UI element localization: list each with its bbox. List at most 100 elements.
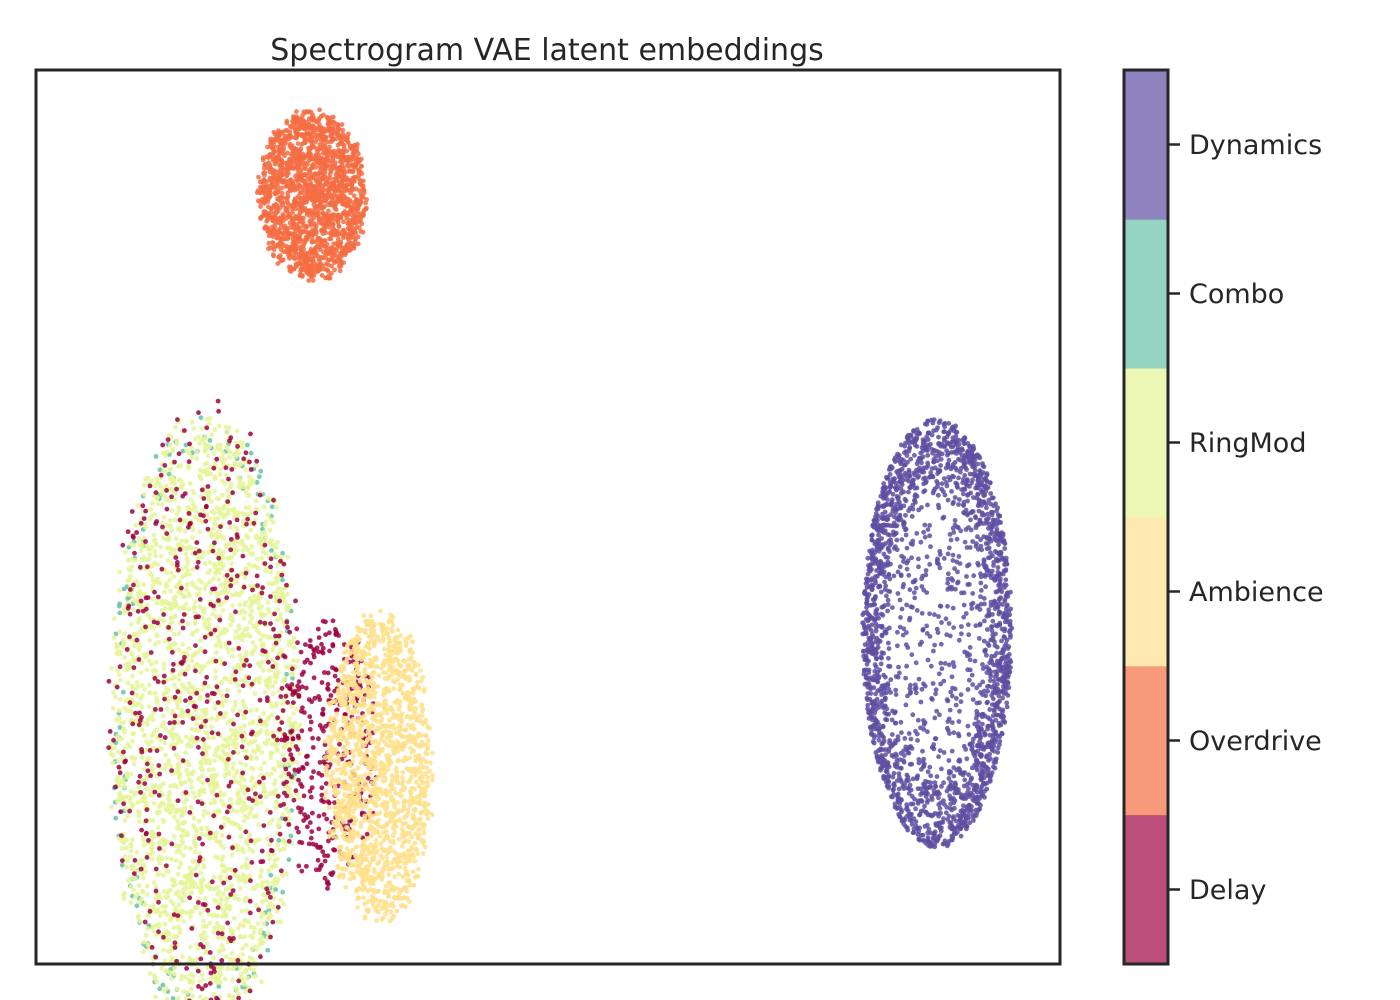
scatter-point	[253, 498, 259, 504]
scatter-point	[184, 879, 190, 885]
scatter-point	[185, 621, 191, 627]
scatter-point	[264, 728, 270, 734]
scatter-point	[201, 496, 207, 501]
scatter-point	[161, 514, 167, 520]
scatter-point	[188, 986, 194, 992]
scatter-point	[316, 649, 321, 655]
scatter-point	[183, 650, 189, 656]
scatter-point	[201, 918, 206, 924]
scatter-point	[174, 849, 180, 855]
scatter-point	[137, 616, 143, 621]
scatter-point	[189, 658, 195, 664]
scatter-point	[257, 697, 263, 703]
scatter-point	[149, 856, 155, 862]
scatter-point	[286, 771, 292, 777]
scatter-point	[197, 441, 202, 447]
scatter-point	[214, 792, 220, 798]
scatter-point	[322, 853, 327, 858]
scatter-point	[192, 849, 198, 854]
scatter-point	[205, 484, 211, 489]
scatter-point	[336, 753, 341, 759]
scatter-point	[162, 605, 168, 611]
scatter-point	[226, 804, 232, 810]
scatter-point	[351, 675, 357, 681]
scatter-point	[138, 696, 144, 701]
scatter-point	[219, 798, 224, 804]
scatter-point	[194, 828, 199, 834]
scatter-point	[284, 603, 290, 609]
scatter-point	[217, 613, 223, 619]
scatter-point	[125, 596, 131, 601]
scatter-point	[341, 673, 347, 679]
scatter-point	[176, 451, 182, 457]
scatter-point	[341, 736, 347, 742]
scatter-point	[220, 608, 226, 613]
scatter-point	[268, 934, 273, 940]
scatter-point	[242, 703, 247, 708]
scatter-point	[172, 945, 178, 950]
scatter-point	[409, 834, 415, 840]
scatter-point	[135, 800, 141, 805]
scatter-point	[178, 780, 184, 785]
scatter-point	[167, 798, 172, 803]
scatter-point	[219, 600, 225, 606]
scatter-point	[200, 426, 205, 431]
scatter-point	[375, 829, 380, 835]
scatter-point	[225, 756, 231, 762]
scatter-point	[373, 842, 379, 848]
scatter-point	[362, 797, 368, 803]
scatter-point	[164, 855, 170, 861]
scatter-point	[250, 477, 256, 483]
scatter-point	[271, 781, 277, 787]
scatter-point	[358, 760, 364, 766]
scatter-point	[248, 612, 253, 618]
scatter-point	[342, 836, 348, 842]
scatter-point	[408, 647, 413, 653]
scatter-point	[254, 707, 260, 713]
scatter-point	[325, 853, 331, 859]
scatter-point	[189, 419, 195, 425]
scatter-point	[241, 715, 247, 721]
scatter-point	[350, 862, 356, 868]
scatter-point	[245, 975, 251, 981]
scatter-point	[290, 675, 295, 681]
scatter-point	[281, 837, 286, 843]
scatter-point	[391, 797, 396, 803]
scatter-point	[151, 800, 157, 806]
scatter-point	[380, 632, 386, 637]
scatter-point	[303, 685, 309, 691]
scatter-point	[121, 720, 127, 725]
scatter-point	[219, 943, 225, 948]
scatter-point	[318, 844, 323, 850]
scatter-point	[235, 547, 240, 553]
scatter-point	[223, 580, 229, 586]
scatter-point	[183, 974, 188, 980]
scatter-point	[351, 729, 357, 735]
scatter-point	[176, 755, 181, 760]
scatter-point	[161, 819, 167, 825]
scatter-point	[154, 600, 160, 606]
scatter-point	[120, 542, 126, 548]
scatter-point	[249, 509, 255, 515]
scatter-point	[202, 808, 208, 814]
scatter-point	[199, 579, 205, 585]
scatter-point	[223, 512, 229, 517]
scatter-point	[233, 735, 239, 741]
scatter-point	[402, 696, 408, 701]
scatter-point	[309, 775, 315, 780]
scatter-point	[154, 748, 160, 754]
scatter-point	[129, 837, 135, 843]
scatter-point	[151, 880, 157, 886]
scatter-point	[275, 540, 280, 545]
scatter-point	[226, 425, 232, 431]
scatter-point	[402, 757, 408, 763]
scatter-point	[106, 745, 112, 751]
scatter-point	[254, 755, 259, 761]
scatter-point	[283, 816, 288, 822]
scatter-point	[252, 925, 257, 931]
scatter-point	[336, 737, 341, 743]
scatter-point	[184, 910, 190, 916]
scatter-point	[381, 690, 387, 695]
scatter-point	[177, 865, 182, 870]
scatter-point	[420, 721, 426, 727]
